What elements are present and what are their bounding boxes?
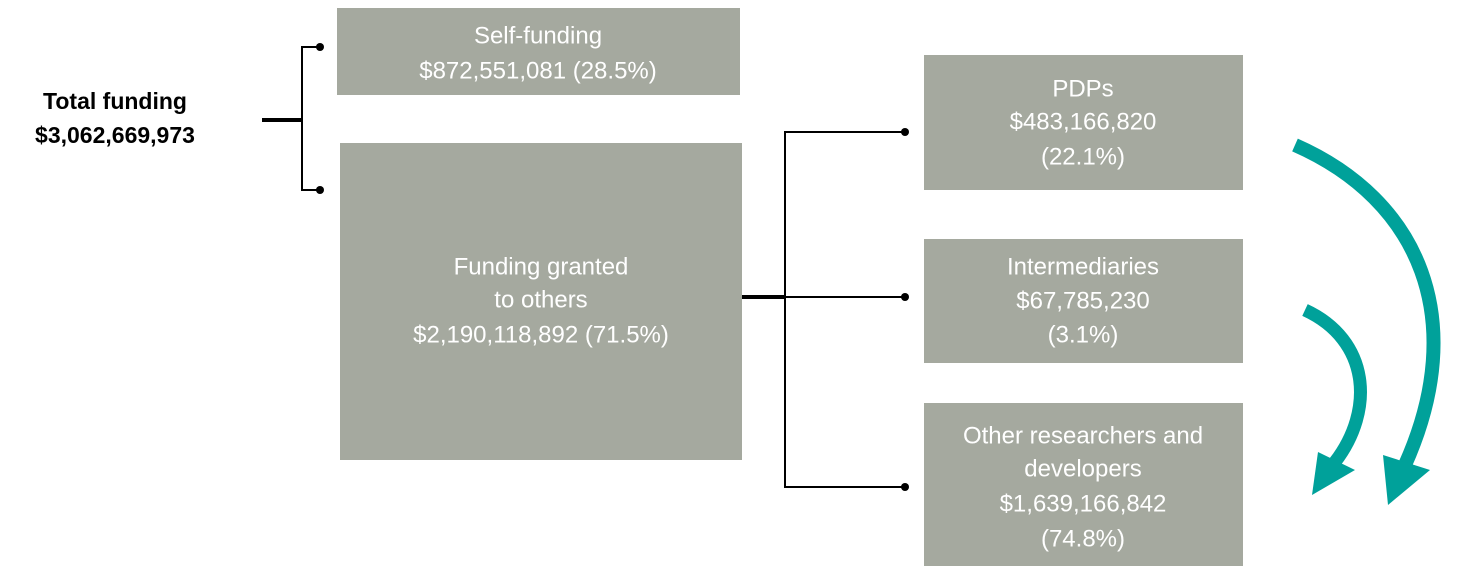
node-label: developers — [1024, 455, 1141, 482]
node-label: to others — [494, 286, 587, 313]
dot — [316, 43, 324, 51]
node-label: Funding granted — [454, 253, 629, 280]
arrow-head — [1383, 455, 1430, 505]
node-label: (3.1%) — [1048, 321, 1119, 348]
root-label: $3,062,669,973 — [35, 122, 195, 148]
box — [924, 55, 1243, 190]
node-label: $483,166,820 — [1010, 108, 1157, 135]
node-label: $1,639,166,842 — [1000, 490, 1167, 517]
node-label: Other researchers and — [963, 422, 1203, 449]
dot — [901, 128, 909, 136]
box — [337, 8, 740, 95]
box — [924, 403, 1243, 566]
arrow — [1292, 138, 1441, 468]
dot — [901, 483, 909, 491]
node-label: Self-funding — [474, 22, 602, 49]
node-label: (74.8%) — [1041, 525, 1125, 552]
root-label: Total funding — [43, 88, 187, 114]
bracket — [784, 131, 905, 488]
node-label: $872,551,081 (28.5%) — [419, 57, 657, 84]
dot — [316, 186, 324, 194]
node-label: Intermediaries — [1007, 253, 1159, 280]
arrow — [1302, 304, 1367, 466]
bracket — [301, 46, 320, 191]
node-label: (22.1%) — [1041, 143, 1125, 170]
node-label: PDPs — [1052, 75, 1113, 102]
box — [924, 239, 1243, 363]
node-label: $2,190,118,892 (71.5%) — [413, 321, 669, 348]
node-label: $67,785,230 — [1016, 287, 1149, 314]
box — [340, 143, 742, 460]
dot — [901, 293, 909, 301]
arrow-head — [1312, 452, 1355, 495]
